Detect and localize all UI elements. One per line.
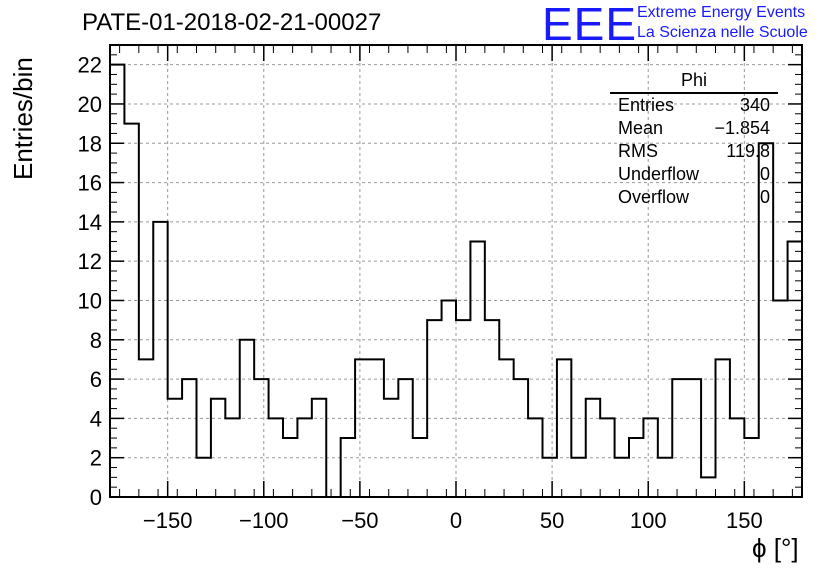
- chart-title: PATE-01-2018-02-21-00027: [82, 9, 382, 36]
- y-tick-label: 14: [78, 210, 102, 235]
- histogram-bin: [153, 222, 167, 497]
- stats-value: 119.8: [726, 141, 770, 161]
- stats-box: Phi Entries 340 Mean −1.854 RMS 119.8 Un…: [610, 70, 778, 209]
- x-tick-label: 100: [630, 508, 667, 533]
- x-tick-label: −150: [143, 508, 193, 533]
- y-axis-label: Entries/bin: [8, 57, 38, 180]
- logo-line-2: La Scienza nelle Scuole: [637, 24, 808, 41]
- x-tick-label: 50: [540, 508, 564, 533]
- stats-row-mean: Mean −1.854: [610, 117, 778, 140]
- stats-label: Overflow: [618, 187, 690, 207]
- histogram-bin: [427, 320, 441, 497]
- histogram-bin: [398, 379, 412, 497]
- histogram-outline: [109, 63, 803, 498]
- histogram-bin: [370, 359, 384, 497]
- histogram-bin: [773, 300, 787, 497]
- stats-row-underflow: Underflow 0: [610, 163, 778, 186]
- stats-label: Mean: [618, 118, 664, 138]
- stats-value: 0: [759, 187, 770, 207]
- y-tick-label: 4: [90, 406, 102, 431]
- stats-title: Phi: [610, 70, 778, 94]
- histogram-bin: [586, 399, 600, 497]
- histogram-bin: [499, 359, 513, 497]
- histogram-bin: [658, 458, 672, 497]
- histogram-bin: [571, 458, 585, 497]
- y-tick-label: 2: [90, 446, 102, 471]
- histogram-bin: [557, 359, 571, 497]
- histogram-bin: [139, 359, 153, 497]
- histogram-bin: [312, 399, 326, 497]
- y-tick-label: 8: [90, 328, 102, 353]
- histogram-series: [109, 63, 803, 498]
- histogram-bin: [254, 379, 268, 497]
- x-tick-label: 0: [450, 508, 462, 533]
- histogram-bin: [355, 359, 369, 497]
- histogram-bin: [744, 438, 758, 497]
- histogram-bin: [485, 320, 499, 497]
- histogram-bin: [687, 379, 701, 497]
- stats-value: −1.854: [714, 118, 770, 138]
- histogram-bin: [341, 438, 355, 497]
- stats-value: 340: [739, 95, 770, 115]
- x-tick-label: −50: [341, 508, 378, 533]
- y-tick-label: 6: [90, 367, 102, 392]
- stats-label: Entries: [618, 95, 675, 115]
- histogram-bin: [384, 399, 398, 497]
- histogram-bin: [168, 399, 182, 497]
- y-tick-label: 18: [78, 131, 102, 156]
- histogram-bin: [124, 124, 138, 497]
- histogram-bin: [701, 477, 715, 497]
- histogram-bin: [456, 320, 470, 497]
- stats-label: RMS: [618, 141, 658, 161]
- histogram-bin: [470, 242, 484, 497]
- stats-row-entries: Entries 340: [610, 94, 778, 117]
- histogram-bin: [283, 438, 297, 497]
- y-tick-label: 22: [78, 53, 102, 78]
- histogram-bin: [543, 458, 557, 497]
- histogram-bin: [615, 458, 629, 497]
- stats-row-overflow: Overflow 0: [610, 186, 778, 209]
- stats-row-rms: RMS 119.8: [610, 140, 778, 163]
- histogram-bin: [514, 379, 528, 497]
- histogram-bin: [672, 379, 686, 497]
- y-tick-label: 12: [78, 249, 102, 274]
- histogram-bin: [442, 300, 456, 497]
- histogram-bin: [240, 340, 254, 497]
- x-axis-label: ϕ [°]: [752, 533, 799, 563]
- y-tick-label: 10: [78, 288, 102, 313]
- histogram-bin: [197, 458, 211, 497]
- y-axis: 0 2 4 6 8 10 12 14 16 18 20 22: [78, 44, 802, 510]
- x-tick-label: 150: [726, 508, 763, 533]
- x-tick-label: −100: [239, 508, 289, 533]
- eee-logo: EEE: [542, 0, 638, 50]
- histogram-bin: [211, 399, 225, 497]
- stats-value: 0: [759, 164, 770, 184]
- histogram-bin: [716, 359, 730, 497]
- histogram-bin: [413, 438, 427, 497]
- stats-label: Underflow: [618, 164, 700, 184]
- y-tick-label: 20: [78, 92, 102, 117]
- x-axis: −150 −100 −50 0 50 100 150: [119, 45, 793, 533]
- histogram-bin: [629, 438, 643, 497]
- y-tick-label: 0: [90, 485, 102, 510]
- histogram-bin: [182, 379, 196, 497]
- y-tick-label: 16: [78, 171, 102, 196]
- logo-line-1: Extreme Energy Events: [637, 4, 806, 21]
